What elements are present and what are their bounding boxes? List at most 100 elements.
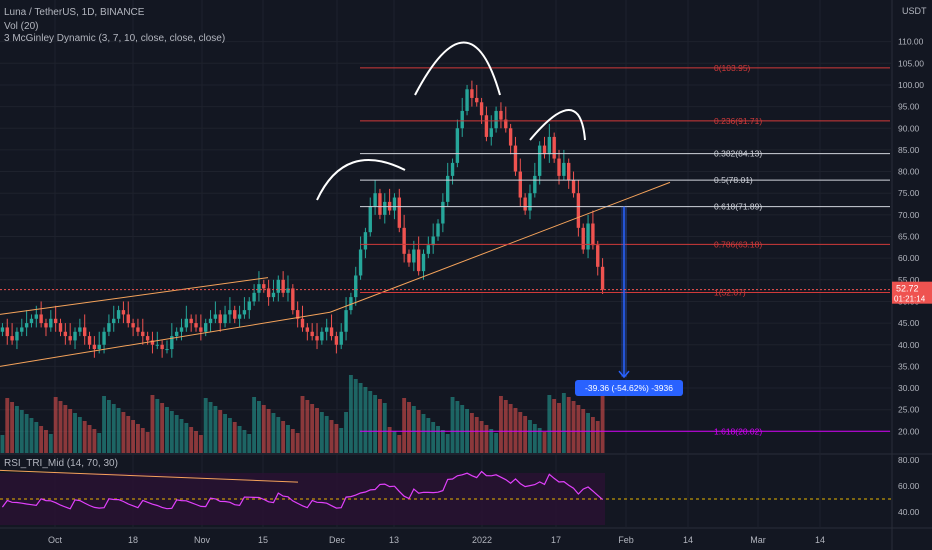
volume-bar	[0, 435, 5, 453]
candle	[402, 227, 406, 254]
volume-bar	[358, 383, 363, 453]
rsi-tick-label: 40.00	[898, 507, 920, 517]
volume-bar	[310, 404, 315, 453]
candle	[571, 180, 576, 194]
candle	[44, 323, 48, 328]
volume-bar	[523, 416, 528, 453]
candle	[233, 310, 237, 319]
candle	[194, 323, 198, 328]
volume-bar	[232, 422, 237, 453]
volume-bar	[213, 406, 218, 453]
y-tick-label: 110.00	[898, 37, 924, 47]
volume-bar	[590, 417, 595, 453]
volume-bar	[242, 430, 247, 453]
candle	[39, 314, 43, 324]
candle	[73, 331, 77, 341]
measure-badge	[575, 380, 683, 396]
volume-bar	[15, 406, 19, 453]
volume-bar	[223, 414, 227, 453]
volume-bar	[19, 410, 24, 453]
volume-bar	[547, 395, 552, 453]
volume-bar	[363, 387, 368, 453]
candle	[223, 314, 227, 324]
volume-bar	[392, 431, 397, 453]
candle	[53, 318, 58, 324]
volume-bar	[165, 407, 169, 453]
volume-bar	[155, 399, 160, 453]
volume-bar	[97, 433, 102, 453]
candle	[368, 206, 372, 233]
volume-bar	[421, 414, 426, 453]
volume-bar	[29, 418, 34, 453]
candle	[441, 201, 445, 224]
volume-bar	[237, 426, 242, 453]
candle	[295, 310, 300, 319]
y-tick-label: 90.00	[898, 123, 920, 133]
x-tick-label: Feb	[618, 535, 634, 545]
rsi-tick-label: 80.00	[898, 455, 920, 465]
fib-label: 0(103.95)	[714, 63, 751, 73]
volume-bar	[111, 404, 116, 453]
volume-bar	[106, 400, 111, 453]
candle	[576, 193, 581, 228]
volume-bar	[87, 425, 92, 453]
last-price-badge	[892, 281, 932, 304]
volume-bar	[324, 416, 329, 453]
candle	[513, 145, 518, 172]
candle	[145, 336, 150, 341]
y-tick-label: 35.00	[898, 361, 920, 371]
candle	[257, 284, 261, 293]
candle	[199, 327, 203, 332]
neckline-trendline	[329, 181, 671, 313]
y-tick-label: 105.00	[898, 58, 924, 68]
volume-bar	[557, 403, 561, 453]
volume-bar	[126, 416, 131, 453]
candle	[475, 97, 479, 103]
candle	[320, 331, 324, 341]
candle	[160, 344, 164, 350]
volume-bar	[469, 413, 474, 453]
candle	[150, 340, 155, 345]
volume-bar	[48, 434, 53, 453]
candle	[24, 323, 29, 328]
fib-label: 0.618(71.89)	[714, 202, 762, 212]
candle	[5, 327, 9, 337]
candle	[358, 249, 363, 276]
candle	[213, 314, 218, 319]
x-tick-label: 17	[551, 535, 561, 545]
volume-bar	[39, 426, 44, 453]
volume-bar	[528, 420, 532, 453]
candle	[329, 327, 334, 337]
candle	[266, 288, 271, 298]
volume-bar	[140, 428, 145, 453]
volume-bar	[174, 415, 179, 453]
candle	[349, 297, 353, 311]
volume-bar	[561, 393, 566, 453]
volume-bar	[382, 403, 387, 453]
rsi-legend: RSI_TRI_Mid (14, 70, 30)	[4, 458, 118, 469]
candle	[92, 344, 97, 350]
candle	[339, 331, 343, 345]
rsi-line	[1, 470, 603, 510]
candle	[228, 310, 232, 315]
candle	[49, 318, 53, 328]
candle	[305, 327, 310, 332]
candle	[165, 349, 169, 351]
candle	[155, 344, 159, 346]
volume-bar	[92, 429, 97, 453]
candle	[10, 336, 14, 341]
volume-bar	[44, 430, 48, 453]
volume-bar	[136, 424, 140, 453]
volume-bar	[102, 396, 106, 453]
volume-bar	[179, 419, 184, 453]
y-tick-label: 95.00	[898, 102, 920, 112]
candle	[533, 175, 537, 194]
candle	[542, 145, 547, 155]
volume-bar	[218, 410, 223, 453]
candle	[15, 331, 19, 341]
volume-bar	[198, 435, 203, 453]
rsi-tick-label: 60.00	[898, 481, 920, 491]
candle	[20, 327, 24, 332]
candle	[378, 193, 382, 215]
